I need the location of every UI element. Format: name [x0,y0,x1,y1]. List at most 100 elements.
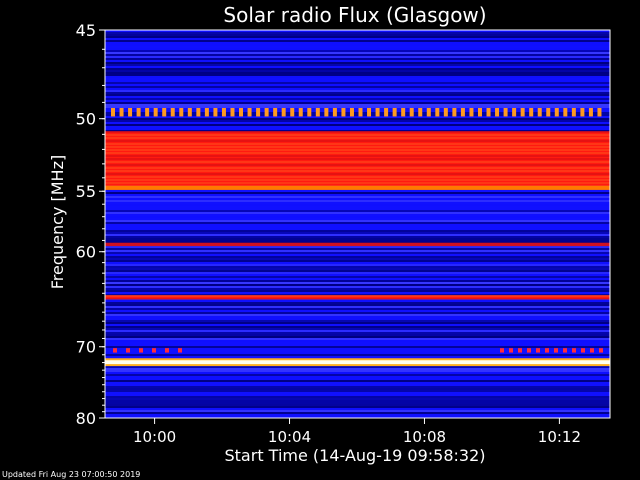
intensity-row [105,78,610,80]
update-timestamp: Updated Fri Aug 23 07:00:50 2019 [2,470,141,479]
intensity-row [105,194,610,196]
intensity-row [105,308,610,310]
intensity-row [105,238,610,240]
intensity-row [105,400,610,402]
intensity-row [105,250,610,252]
intensity-row [105,368,610,370]
emission-dot [256,107,261,117]
intensity-row [105,376,610,378]
emission-dot [581,348,585,353]
intensity-row [105,128,610,130]
intensity-row [105,350,610,352]
emission-dot [460,107,465,117]
intensity-row [105,48,610,50]
emission-dot [529,107,534,117]
intensity-row [105,356,610,358]
emission-dot [443,107,448,117]
x-tick-label: 10:12 [538,428,581,446]
intensity-row [105,32,610,34]
emission-dot [341,107,346,117]
intensity-row [105,50,610,52]
intensity-row [105,100,610,102]
emission-dot [170,107,175,117]
emission-texture [105,182,610,184]
emission-dot [392,107,397,117]
intensity-row [105,382,610,384]
intensity-row [105,406,610,408]
y-tick-label: 50 [76,110,96,129]
emission-dot [495,107,500,117]
emission-texture [105,164,610,166]
emission-band [105,185,610,190]
intensity-row [105,386,610,388]
intensity-row [105,374,610,376]
chart-title: Solar radio Flux (Glasgow) [223,3,486,27]
emission-dot [358,107,363,117]
intensity-row [105,58,610,60]
intensity-row [105,36,610,38]
y-tick-label: 45 [76,21,96,40]
intensity-row [105,338,610,340]
intensity-row [105,324,610,326]
intensity-row [105,234,610,236]
intensity-row [105,372,610,374]
emission-dot [136,107,141,117]
emission-dot [527,348,531,353]
y-tick-label: 80 [76,409,96,428]
intensity-row [105,416,610,418]
intensity-row [105,348,610,350]
emission-dot [239,107,244,117]
intensity-row [105,288,610,290]
emission-dot [469,107,474,117]
emission-dot [537,107,542,117]
emission-dot [384,107,389,117]
emission-dot [588,107,593,117]
emission-dot [298,107,303,117]
emission-dot [264,107,269,117]
emission-dot [536,348,540,353]
intensity-row [105,314,610,316]
intensity-row [105,94,610,96]
intensity-row [105,108,610,110]
intensity-row [105,316,610,318]
emission-dot [281,107,286,117]
intensity-row [105,310,610,312]
emission-dot [426,107,431,117]
emission-dot [162,107,167,117]
emission-dot [179,107,184,117]
intensity-row [105,284,610,286]
emission-dot [187,107,192,117]
y-tick-label: 60 [76,243,96,262]
x-axis: 10:00 10:04 10:08 10:12 [133,418,581,446]
emission-texture [105,295,610,297]
intensity-row [105,118,610,120]
emission-dot [221,107,226,117]
emission-dot [509,348,513,353]
emission-dot [500,348,504,353]
intensity-row [105,68,610,70]
intensity-row [105,334,610,336]
emission-texture [105,167,610,169]
x-tick-label: 10:08 [403,428,446,446]
intensity-row [105,392,610,394]
emission-dot [165,348,169,353]
intensity-row [105,52,610,54]
emission-band [105,360,610,365]
intensity-row [105,396,610,398]
intensity-row [105,124,610,126]
emission-texture [105,143,610,145]
intensity-row [105,110,610,112]
y-tick-label: 55 [76,182,96,201]
emission-dot [315,107,320,117]
intensity-row [105,74,610,76]
emission-dot [520,107,525,117]
intensity-row [105,336,610,338]
emission-dot [409,107,414,117]
intensity-row [105,282,610,284]
emission-dot [126,348,130,353]
plot-frame [104,29,611,419]
emission-texture [105,149,610,151]
intensity-row [105,312,610,314]
emission-dot [546,107,551,117]
